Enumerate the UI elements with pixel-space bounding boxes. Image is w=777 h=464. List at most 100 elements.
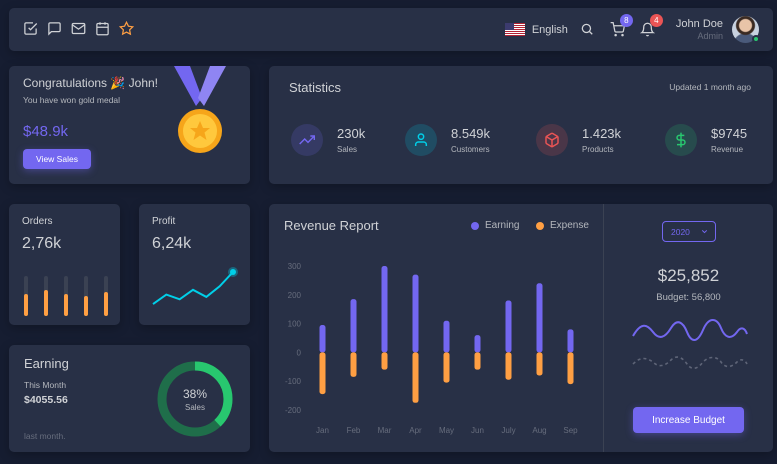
user-role: Admin [697, 31, 723, 41]
profit-card: Profit 6,24k [139, 204, 250, 325]
legend-marker [471, 221, 479, 230]
checkbox-icon[interactable] [23, 21, 38, 36]
bell-icon [639, 22, 656, 36]
divider [603, 204, 604, 452]
stat-value: 1.423k [582, 126, 622, 141]
y-tick-label: -100 [285, 377, 302, 386]
language-selector[interactable]: English [531, 23, 568, 36]
cart-button[interactable]: 8 [610, 13, 633, 38]
congrats-amount: $48.9k [23, 123, 69, 140]
stat-label: Sales [337, 145, 358, 154]
notifications-button[interactable]: 4 [639, 13, 663, 38]
order-bar [84, 296, 88, 316]
earning-bar [412, 274, 419, 353]
y-tick-label: -200 [285, 406, 302, 415]
profit-point [230, 269, 236, 275]
stat-value: $9745 [711, 126, 748, 141]
x-tick-label: Jun [471, 426, 484, 435]
earning-card: Earning This Month $4055.56 last month. … [9, 345, 250, 452]
statistics-card: Statistics Updated 1 month ago 230k Sale… [269, 66, 773, 184]
donut-label: Sales [185, 403, 205, 412]
profit-line-chart [152, 267, 238, 305]
increase-budget-button[interactable]: Increase Budget [633, 407, 744, 433]
stat-label: Customers [451, 145, 490, 154]
expense-bar [381, 352, 388, 370]
stat-label: Products [582, 145, 614, 154]
order-bar [44, 290, 48, 316]
nav-right: English 8 4 John Doe Admin [504, 8, 760, 51]
revenue-title: Revenue Report [284, 218, 379, 233]
donut-arc [157, 361, 233, 437]
budget-sparkline [632, 319, 748, 370]
stat-revenue: $9745 Revenue [665, 124, 747, 156]
x-tick-label: Apr [409, 426, 422, 435]
profit-value: 6,24k [152, 235, 192, 252]
orders-card: Orders 2,76k [9, 204, 120, 325]
order-bar [104, 292, 108, 316]
year-select[interactable]: 2020 [662, 221, 716, 242]
expense-bar [567, 352, 574, 385]
x-tick-label: Mar [378, 426, 392, 435]
chevron-down-icon [701, 230, 708, 234]
x-tick-label: July [501, 426, 515, 435]
x-tick-label: Jan [316, 426, 329, 435]
us-flag-icon[interactable] [504, 23, 525, 36]
y-tick-label: 0 [297, 348, 302, 357]
profit-line [152, 271, 234, 305]
expense-bar [505, 352, 512, 380]
gold-medal-icon [174, 66, 226, 153]
search-icon[interactable] [580, 22, 596, 38]
online-status-indicator [752, 35, 760, 43]
earning-bar [443, 320, 450, 353]
chat-icon[interactable] [47, 21, 62, 36]
order-bar [64, 294, 68, 316]
expense-bar [350, 352, 357, 377]
user-info[interactable]: John Doe Admin [676, 18, 723, 41]
expense-bar [319, 352, 326, 395]
stat-value: 230k [337, 126, 366, 141]
expense-bar [474, 352, 481, 370]
y-tick-label: 100 [288, 320, 302, 329]
nav-shortcuts [23, 21, 134, 36]
expense-bar [443, 352, 450, 383]
expense-bar [536, 352, 543, 376]
user-name: John Doe [675, 18, 723, 30]
congrats-subtitle: You have won gold medal [23, 95, 121, 105]
star-icon[interactable] [119, 21, 134, 36]
stat-sales: 230k Sales [291, 124, 365, 156]
stat-customers: 8.549k Customers [405, 124, 490, 156]
statistics-updated: Updated 1 month ago [669, 82, 751, 92]
trending-up-icon [291, 124, 323, 156]
navbar: English 8 4 John Doe Admin [9, 8, 773, 51]
cart-badge: 8 [619, 13, 633, 27]
cart-icon [610, 21, 626, 36]
budget-amount: $25,852 [657, 266, 720, 285]
earning-bar [536, 283, 543, 353]
avatar[interactable] [732, 16, 760, 43]
orders-title: Orders [22, 216, 53, 227]
stat-label: Revenue [711, 145, 744, 154]
earning-bar [381, 266, 388, 353]
legend-expense: Expense [536, 220, 589, 231]
earning-amount: $4055.56 [24, 394, 68, 406]
order-bar [24, 294, 28, 316]
dollar-icon [665, 124, 697, 156]
x-tick-label: Feb [347, 426, 361, 435]
notification-badge: 4 [649, 13, 663, 27]
calendar-icon[interactable] [95, 21, 110, 36]
revenue-bar-chart: 300 200 100 0 -100 -200 Jan Feb Mar Apr May Jun July… [285, 262, 578, 435]
congrats-title: Congratulations 🎉 John! [23, 76, 159, 90]
revenue-report-card: Revenue Report Earning Expense 300 200 100… [269, 204, 773, 452]
earning-note: last month. [24, 431, 66, 441]
year-select-value: 2020 [671, 226, 690, 237]
earning-bar [350, 299, 357, 353]
budget-dashed-line [632, 356, 748, 370]
earning-bar [505, 300, 512, 353]
mail-icon[interactable] [71, 21, 86, 36]
x-tick-label: May [439, 426, 454, 435]
x-tick-label: Sep [563, 426, 578, 435]
donut-percent: 38% [183, 387, 207, 401]
orders-value: 2,76k [22, 235, 62, 252]
earning-bar [474, 335, 481, 353]
view-sales-button[interactable]: View Sales [23, 149, 91, 169]
